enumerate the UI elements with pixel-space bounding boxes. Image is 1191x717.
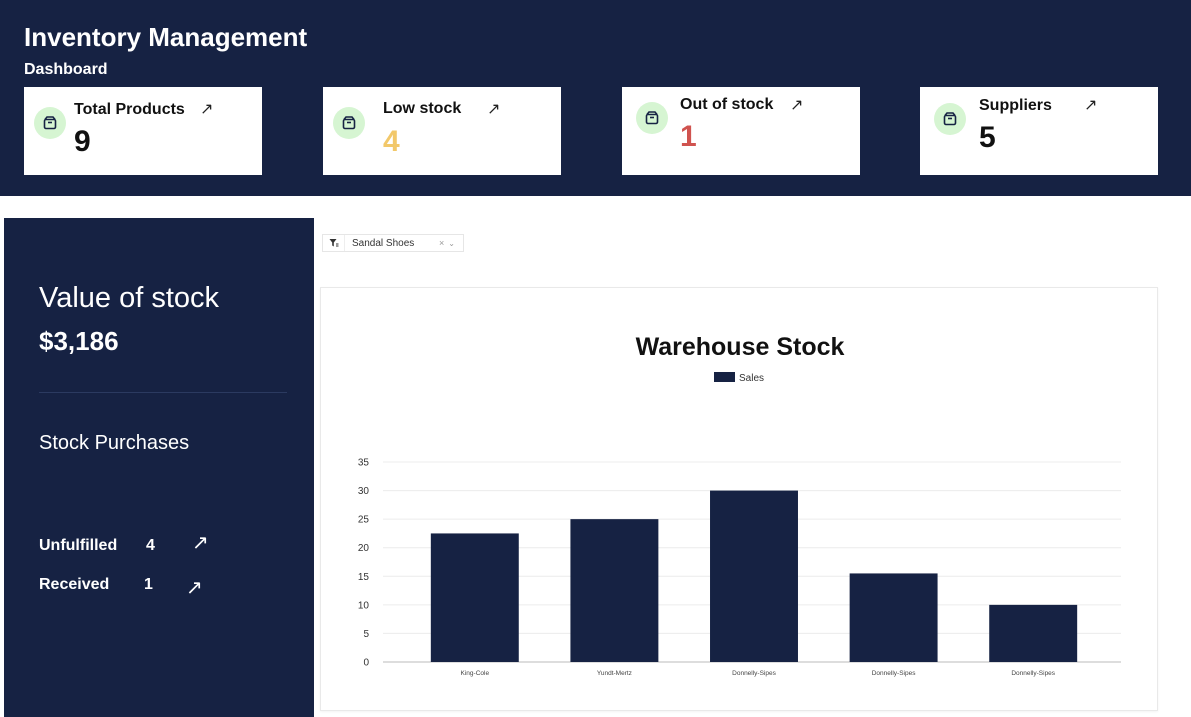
header-bar: Inventory Management Dashboard Total Pro… xyxy=(0,0,1191,196)
y-tick-label: 25 xyxy=(358,515,370,526)
arrow-up-right-icon[interactable]: ↗ xyxy=(487,101,501,118)
card-low-stock[interactable]: Low stock ↗ 4 xyxy=(323,87,561,175)
card-label: Out of stock xyxy=(680,96,774,113)
app-title: Inventory Management xyxy=(24,22,308,52)
unfulfilled-label: Unfulfilled xyxy=(39,537,118,554)
box-icon xyxy=(636,102,668,134)
bar[interactable] xyxy=(430,533,519,662)
value-of-stock-amount: $3,186 xyxy=(39,326,119,356)
card-value: 5 xyxy=(979,121,996,154)
page-subtitle: Dashboard xyxy=(24,61,108,78)
stock-sidebar: Value of stock $3,186 Stock Purchases Un… xyxy=(4,218,314,717)
card-suppliers[interactable]: Suppliers ↗ 5 xyxy=(920,87,1158,175)
bar[interactable] xyxy=(989,604,1078,662)
received-label: Received xyxy=(39,576,110,593)
filter-icon xyxy=(323,235,345,251)
card-label: Total Products xyxy=(74,101,185,118)
x-tick-label: Yundt-Mertz xyxy=(597,670,632,677)
box-icon xyxy=(934,103,966,135)
received-count: 1 xyxy=(144,576,153,593)
y-tick-label: 20 xyxy=(358,543,370,554)
card-label: Suppliers xyxy=(979,97,1052,114)
arrow-up-right-icon[interactable]: ↗ xyxy=(1084,97,1098,114)
y-tick-label: 35 xyxy=(358,458,370,469)
card-value: 1 xyxy=(680,120,697,153)
box-icon xyxy=(34,107,66,139)
value-of-stock-title: Value of stock xyxy=(39,282,220,314)
warehouse-stock-chart: Warehouse Stock Sales 0 5 10 15 20 25 30 35 Kin… xyxy=(358,333,1121,677)
arrow-up-right-icon[interactable]: ↗ xyxy=(192,532,209,554)
y-tick-label: 10 xyxy=(358,600,370,611)
x-tick-label: Donnelly-Sipes xyxy=(1011,670,1055,677)
arrow-up-right-icon[interactable]: ↗ xyxy=(200,101,214,118)
x-tick-label: Donnelly-Sipes xyxy=(872,670,916,677)
divider xyxy=(39,392,287,393)
x-tick-label: Donnelly-Sipes xyxy=(732,670,776,677)
unfulfilled-count: 4 xyxy=(146,537,155,554)
bar[interactable] xyxy=(710,490,798,662)
card-value: 4 xyxy=(383,125,400,158)
legend-swatch xyxy=(714,372,735,382)
chevron-down-icon[interactable]: ⌄ xyxy=(448,238,455,248)
warehouse-stock-chart-panel: Warehouse Stock Sales 0 5 10 15 20 25 30 35 Kin… xyxy=(320,287,1158,711)
bar[interactable] xyxy=(570,519,659,662)
bar[interactable] xyxy=(849,573,938,662)
legend-label: Sales xyxy=(739,373,764,384)
clear-icon[interactable]: × xyxy=(439,238,445,248)
product-filter-select[interactable]: Sandal Shoes × ⌄ xyxy=(322,234,464,252)
stock-purchases-title: Stock Purchases xyxy=(39,432,190,454)
y-tick-label: 0 xyxy=(363,658,369,669)
arrow-up-right-icon[interactable]: ↗ xyxy=(186,577,203,599)
card-total-products[interactable]: Total Products ↗ 9 xyxy=(24,87,262,175)
filter-selected-value: Sandal Shoes xyxy=(352,237,415,249)
y-tick-label: 30 xyxy=(358,486,370,497)
chart-title: Warehouse Stock xyxy=(636,333,845,361)
arrow-up-right-icon[interactable]: ↗ xyxy=(790,97,804,114)
card-value: 9 xyxy=(74,125,91,158)
y-tick-label: 5 xyxy=(363,629,369,640)
card-label: Low stock xyxy=(383,100,462,117)
box-icon xyxy=(333,107,365,139)
y-tick-label: 15 xyxy=(358,572,370,583)
x-tick-label: King-Cole xyxy=(461,670,490,677)
card-out-of-stock[interactable]: Out of stock ↗ 1 xyxy=(622,87,860,175)
